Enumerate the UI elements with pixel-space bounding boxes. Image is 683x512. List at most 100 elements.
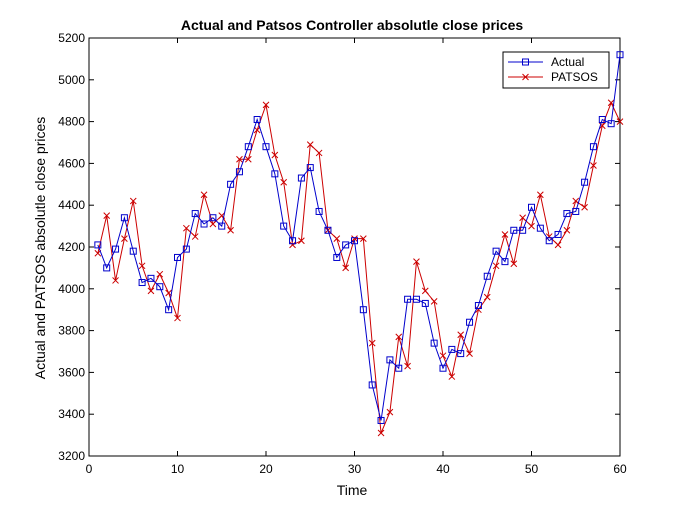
y-tick-label: 3200 — [58, 449, 85, 463]
data-point-patsos — [342, 264, 350, 272]
data-point-patsos — [298, 237, 305, 245]
data-point-patsos — [616, 118, 624, 125]
data-point-actual — [297, 174, 305, 182]
data-point-actual — [598, 116, 606, 124]
data-point-actual — [554, 230, 562, 238]
data-point-actual — [386, 356, 394, 364]
data-point-actual — [253, 116, 261, 124]
data-point-patsos — [598, 122, 606, 130]
data-point-actual — [501, 258, 509, 266]
data-point-actual — [412, 295, 420, 303]
data-point-actual — [209, 214, 217, 222]
data-point-patsos — [448, 373, 456, 380]
y-tick-label: 5200 — [58, 31, 85, 45]
data-point-patsos — [386, 408, 394, 416]
data-point-patsos — [466, 350, 473, 357]
legend-label-patsos: PATSOS — [551, 70, 598, 84]
data-point-patsos — [368, 339, 376, 347]
data-point-patsos — [590, 162, 597, 169]
data-point-patsos — [501, 231, 509, 238]
data-point-patsos — [138, 262, 146, 270]
data-point-actual — [545, 237, 553, 245]
data-point-actual — [191, 210, 199, 218]
y-axis-ticks: 3200 3400 3600 3800 4000 4200 4400 4600 4800 5000… — [58, 31, 620, 463]
data-point-actual — [510, 226, 518, 234]
data-point-actual — [572, 207, 580, 215]
data-point-actual — [404, 295, 412, 303]
data-point-patsos — [333, 235, 341, 242]
legend-marker-patsos — [522, 73, 529, 81]
y-tick-label: 4000 — [58, 282, 85, 296]
data-point-patsos — [191, 233, 199, 240]
data-point-actual — [129, 247, 137, 255]
data-point-actual — [581, 178, 589, 186]
data-point-patsos — [289, 241, 296, 249]
x-tick-label: 60 — [613, 462, 627, 476]
data-point-patsos — [510, 260, 518, 268]
data-point-actual — [457, 350, 465, 358]
data-point-actual — [368, 381, 376, 389]
data-point-actual — [244, 143, 252, 151]
data-point-patsos — [572, 197, 580, 205]
data-point-actual — [103, 264, 111, 272]
data-point-actual — [200, 220, 208, 228]
plot-area — [88, 37, 621, 457]
data-point-actual — [448, 345, 456, 353]
x-axis-ticks: 0 10 20 30 40 50 60 — [86, 38, 627, 476]
data-point-actual — [138, 279, 146, 287]
data-point-patsos — [536, 191, 544, 199]
legend: Actual PATSOS — [502, 51, 610, 89]
data-point-actual — [492, 247, 500, 255]
data-point-patsos — [200, 191, 208, 199]
data-point-patsos — [253, 126, 261, 134]
data-point-patsos — [483, 293, 491, 301]
data-point-actual — [430, 339, 438, 347]
series-line-patsos — [97, 101, 621, 434]
data-point-patsos — [563, 226, 571, 234]
data-point-patsos — [156, 270, 164, 278]
data-point-patsos — [351, 235, 358, 242]
data-point-patsos — [271, 151, 279, 159]
data-point-actual — [616, 51, 624, 59]
data-point-patsos — [457, 331, 465, 339]
data-point-patsos — [174, 314, 181, 322]
data-point-patsos — [129, 197, 137, 205]
data-point-patsos — [359, 235, 367, 242]
y-tick-label: 3800 — [58, 324, 85, 338]
data-point-patsos — [315, 149, 323, 157]
data-point-actual — [235, 168, 243, 176]
data-point-patsos — [236, 155, 243, 163]
data-point-actual — [439, 364, 447, 372]
data-point-patsos — [306, 141, 314, 148]
data-point-patsos — [377, 429, 385, 437]
x-tick-label: 50 — [525, 462, 539, 476]
data-point-actual — [474, 302, 482, 310]
y-tick-label: 3400 — [58, 407, 85, 421]
legend-box — [502, 51, 610, 89]
data-point-actual — [120, 214, 128, 222]
data-point-actual — [536, 224, 544, 232]
data-point-actual — [218, 222, 226, 230]
data-point-actual — [262, 143, 270, 151]
data-point-actual — [289, 237, 297, 245]
data-point-patsos — [103, 212, 111, 220]
data-point-actual — [466, 318, 474, 326]
data-point-actual — [377, 416, 385, 424]
data-point-actual — [112, 245, 120, 253]
y-tick-label: 4400 — [58, 198, 85, 212]
data-point-patsos — [475, 306, 482, 314]
data-point-actual — [182, 245, 190, 253]
x-tick-label: 0 — [86, 462, 93, 476]
data-point-actual — [421, 299, 429, 307]
data-point-patsos — [227, 226, 234, 234]
legend-marker-actual — [522, 58, 529, 66]
data-point-patsos — [421, 287, 429, 295]
series-layer — [94, 51, 624, 437]
data-point-patsos — [528, 222, 535, 230]
data-point-actual — [563, 210, 571, 218]
data-point-patsos — [147, 287, 155, 295]
data-point-patsos — [519, 214, 527, 222]
data-point-actual — [519, 226, 527, 234]
y-tick-label: 4200 — [58, 240, 85, 254]
data-point-actual — [395, 364, 403, 372]
